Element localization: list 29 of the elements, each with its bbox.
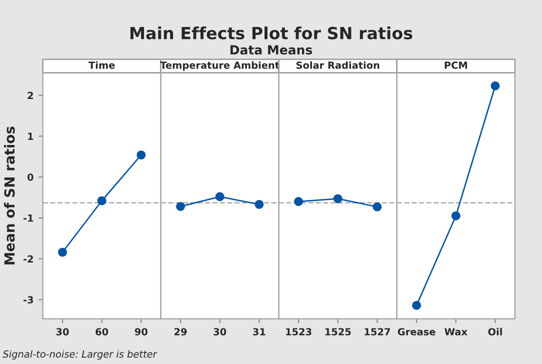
x-tick-label: Oil: [488, 328, 502, 336]
chart-title: Time: [88, 61, 115, 69]
x-tick-label: Grease: [398, 328, 436, 336]
x-tick-label: Wax: [444, 328, 468, 336]
y-tick-label: 0: [27, 174, 34, 181]
text: Signal-to-noise: Larger is better: [2, 350, 158, 360]
text: Data Means: [230, 45, 312, 55]
chart-title: Solar Radiation: [296, 61, 380, 69]
x-tick-label: 30: [56, 328, 69, 336]
x-tick-label: 1527: [364, 328, 390, 336]
x-tick-label: 1525: [325, 328, 351, 336]
text: Main Effects Plot for SN ratios: [130, 26, 412, 40]
x-tick-label: 60: [96, 328, 108, 336]
point: [136, 150, 146, 160]
point: [58, 248, 67, 257]
x-tick-label: 29: [174, 328, 187, 336]
y-axis-title: Mean of SN ratios: [4, 126, 15, 264]
chart-title: Temperature Ambient: [160, 61, 280, 71]
x-tick-label: 30: [214, 328, 226, 336]
y-tick-label: -3: [24, 296, 34, 304]
y-tick-label: 2: [28, 92, 33, 99]
y-tick-label: -1: [24, 214, 34, 222]
x-tick-label: 31: [253, 328, 266, 336]
x-tick-label: 90: [134, 328, 148, 336]
x-tick-label: 1523: [286, 328, 312, 336]
y-tick-label: 1: [28, 132, 34, 140]
chart-title: PCM: [444, 62, 467, 69]
point: [97, 196, 106, 206]
y-tick-label: -2: [24, 255, 33, 262]
